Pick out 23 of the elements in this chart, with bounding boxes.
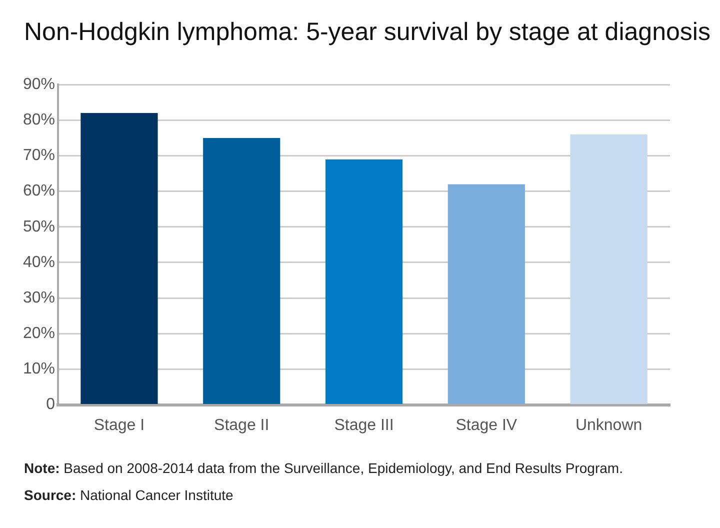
bar: [203, 138, 280, 404]
y-tick-label: 80%: [22, 112, 56, 129]
y-tick-label: 20%: [22, 325, 56, 342]
x-tick-label: Stage II: [214, 416, 270, 434]
y-tick-label: 90%: [22, 76, 56, 94]
bar: [325, 159, 403, 404]
y-tick-label: 30%: [22, 289, 56, 306]
x-tick-label: Stage I: [94, 416, 145, 434]
text: Note: Based on 2008-2014 data from the Surveillance, Epidemiology, and End Results Program.: [24, 460, 623, 476]
x-tick-label: Stage IV: [456, 416, 518, 434]
chart-title: Non-Hodgkin lymphoma: 5-year survival by stage at diagnosis: [24, 18, 710, 47]
y-tick-label: 50%: [22, 218, 56, 236]
y-tick-label: 0: [46, 396, 56, 414]
bar: [448, 184, 525, 404]
y-tick-label: 10%: [22, 360, 56, 378]
bar: [570, 134, 648, 404]
y-tick-label: 70%: [22, 147, 56, 164]
x-tick-label: Unknown: [575, 416, 642, 434]
bar: [80, 113, 158, 404]
x-tick-label: Stage III: [334, 416, 394, 434]
y-tick-label: 60%: [22, 182, 56, 200]
source-note: Source: National Cancer Institute: [24, 487, 234, 503]
y-tick-label: 40%: [22, 254, 56, 271]
